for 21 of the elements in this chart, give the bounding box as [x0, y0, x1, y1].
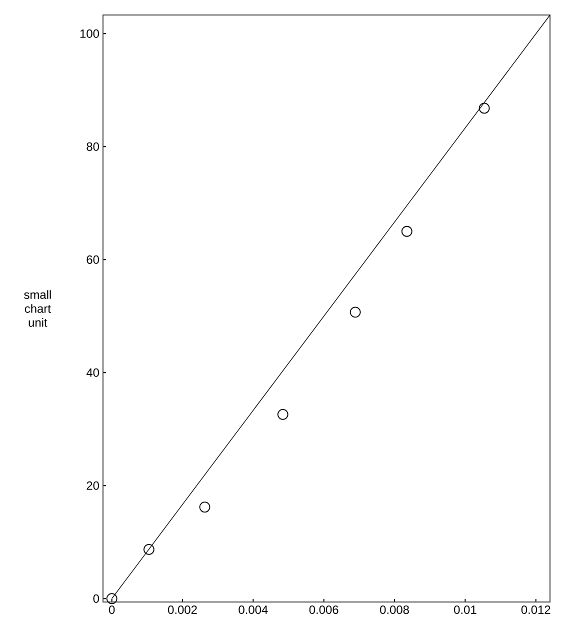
y-tick-label: 100: [80, 29, 100, 38]
x-tick-label: 0.012: [521, 606, 550, 614]
y-tick-label: 0: [93, 594, 100, 603]
point: [143, 544, 154, 555]
x-tick-label: 0.006: [309, 606, 338, 614]
x-tick-label: 0.004: [238, 606, 268, 614]
x-tick-label: 0: [108, 606, 115, 614]
y-tick-label: 40: [86, 368, 100, 377]
y-axis-title: small chart unit: [24, 290, 51, 327]
point: [277, 408, 288, 420]
y-tick-label: 80: [86, 142, 100, 151]
x-tick-label: 0.002: [168, 606, 197, 614]
point: [106, 593, 118, 604]
x-tick-label: 0.01: [454, 606, 476, 614]
point: [478, 102, 490, 114]
point: [199, 502, 210, 513]
y-tick-label: 60: [86, 255, 100, 264]
y-tick-label: 20: [86, 481, 100, 490]
point: [401, 226, 412, 237]
point: [350, 306, 361, 318]
x-tick-label: 0.008: [380, 606, 409, 614]
